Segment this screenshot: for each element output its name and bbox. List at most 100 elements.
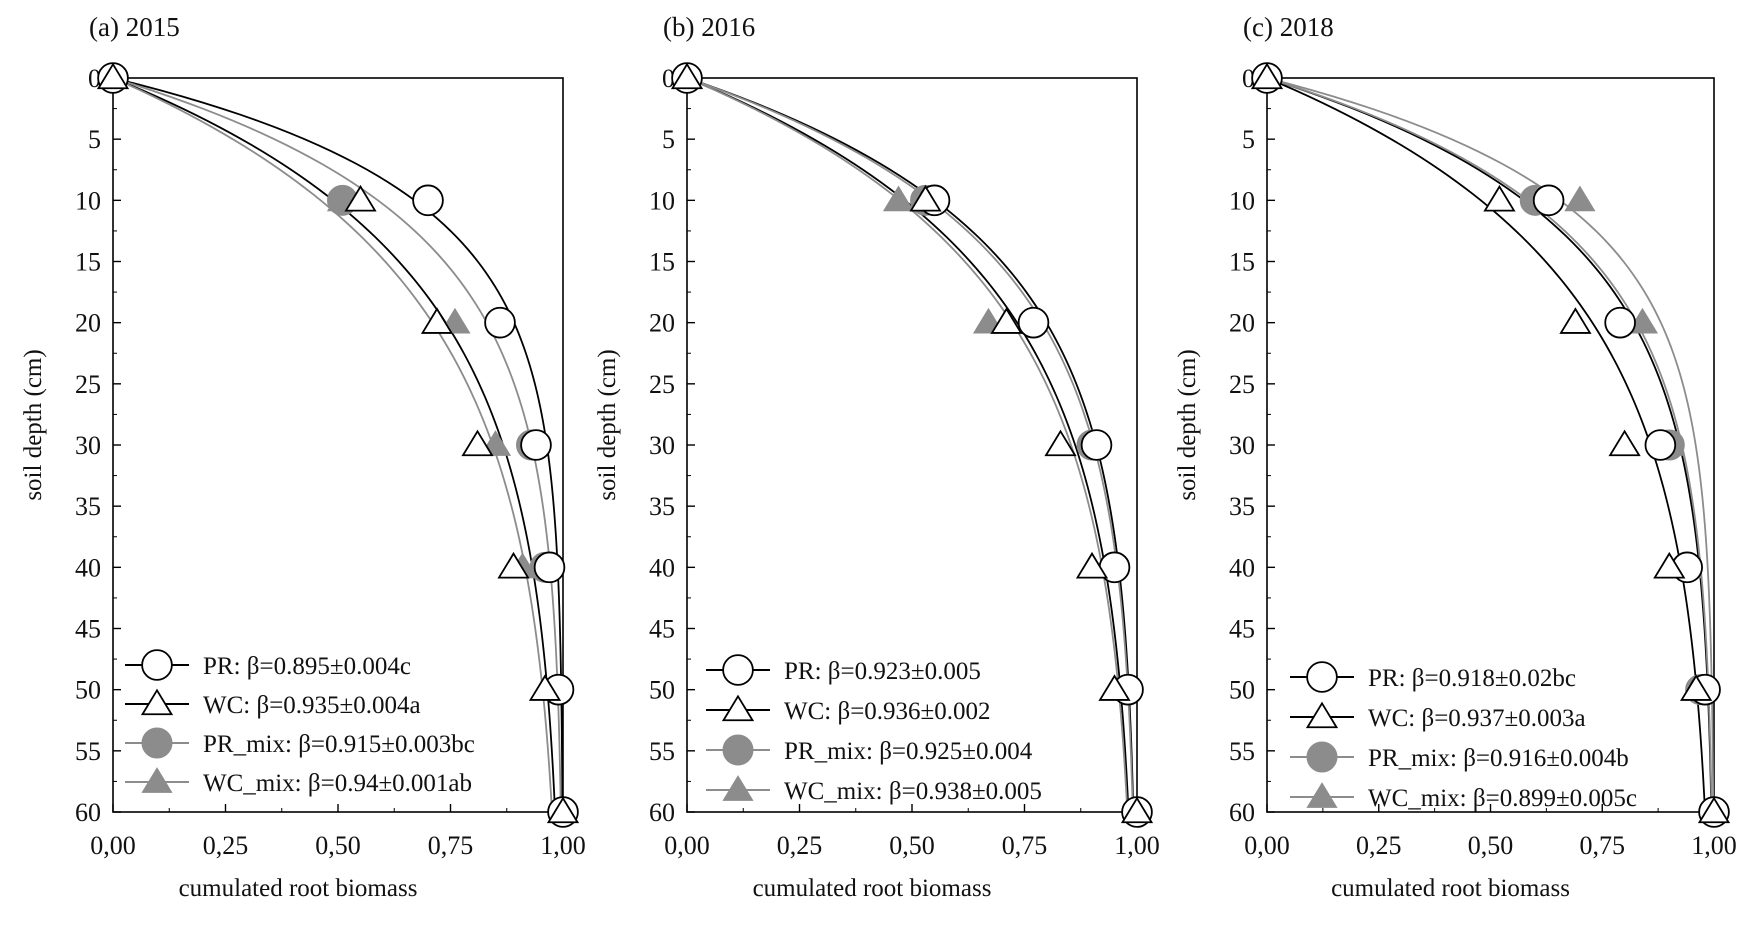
x-tick-label: 1,00 — [540, 831, 586, 860]
y-tick-label: 10 — [649, 186, 675, 215]
marker-wc — [1075, 551, 1109, 579]
legend-entry-wc: WC: β=0.937±0.003a — [1368, 705, 1586, 732]
y-tick-label: 10 — [1229, 186, 1255, 215]
legend-marker — [722, 734, 754, 766]
legend-beta-label: β=0.937±0.003a — [1421, 705, 1585, 732]
legend-entry-wc: WC: β=0.935±0.004a — [203, 692, 421, 719]
panel-title: (c) 2018 — [1243, 12, 1334, 42]
y-tick-label: 40 — [75, 553, 101, 582]
marker-wc — [1680, 674, 1713, 701]
legend-entry-wc: WC: β=0.936±0.002 — [784, 698, 991, 725]
marker-pr — [520, 429, 552, 461]
y-tick-label: 5 — [88, 125, 101, 154]
legend-marker — [1306, 741, 1338, 773]
legend-separator: : — [285, 731, 298, 758]
legend-entry-pr: PR: β=0.923±0.005 — [784, 658, 981, 685]
legend-marker — [722, 654, 754, 686]
chart-panel-3: (c) 2018 0 5 10 15 20 25 30 35 40 45 50 55 60 0,00 0,25… — [1174, 12, 1737, 902]
y-tick-label: 25 — [1229, 370, 1255, 399]
y-tick-label: 25 — [75, 370, 101, 399]
chart-panel-1: (a) 2015 0 5 10 15 20 25 30 35 40 45 50 55 60 0,00 0,25… — [20, 12, 586, 902]
marker-wc — [1483, 184, 1516, 212]
legend-separator: : — [824, 698, 837, 725]
legend-entry-pr: PR: β=0.918±0.02bc — [1368, 665, 1576, 692]
marker-wc — [990, 307, 1023, 334]
y-tick-label: 25 — [649, 370, 675, 399]
y-tick-label: 45 — [75, 615, 101, 644]
legend-entry-wc-mix: WC_mix: β=0.899±0.005c — [1368, 785, 1637, 812]
y-tick-label: 35 — [75, 492, 101, 521]
marker-wc — [1653, 551, 1686, 579]
y-tick-label: 55 — [75, 737, 101, 766]
marker-wc — [497, 551, 530, 579]
series-wc — [96, 62, 580, 824]
x-tick-label: 0,75 — [428, 831, 474, 860]
legend-series-name: PR — [203, 653, 234, 680]
legend-series-name: WC_mix — [203, 770, 295, 797]
y-tick-label: 50 — [75, 676, 101, 705]
legend-entry-pr-mix: PR_mix: β=0.916±0.004b — [1368, 745, 1629, 772]
y-tick-label: 40 — [649, 553, 675, 582]
x-tick-label: 0,25 — [203, 831, 249, 860]
x-tick-label: 1,00 — [1114, 831, 1160, 860]
legend-marker — [141, 767, 173, 793]
legend-series-name: PR_mix — [203, 731, 285, 758]
marker-wc — [670, 62, 704, 90]
marker-wc — [461, 429, 494, 457]
legend-beta-label: β=0.915±0.003bc — [298, 731, 475, 758]
legend-beta-label: β=0.935±0.004a — [256, 692, 420, 719]
x-tick-label: 1,00 — [1691, 831, 1737, 860]
legend: PR: β=0.918±0.02bc WC: β=0.937±0.003a PR_m… — [1290, 661, 1637, 812]
legend-series-name: WC_mix — [784, 778, 876, 805]
y-tick-label: 0 — [88, 64, 101, 93]
y-tick-label: 60 — [1229, 798, 1255, 827]
panel-title: (a) 2015 — [89, 12, 180, 42]
y-tick-label: 30 — [75, 431, 101, 460]
y-tick-label: 35 — [1229, 492, 1255, 521]
marker-wc — [546, 796, 580, 824]
marker-pr — [1532, 184, 1565, 217]
legend-series-name: PR — [1368, 665, 1399, 692]
marker-wc — [1098, 674, 1131, 701]
y-axis-title: soil depth (cm) — [594, 349, 621, 500]
legend-separator: : — [1460, 785, 1473, 812]
marker-pr — [1604, 306, 1636, 339]
legend-beta-label: β=0.94±0.001ab — [308, 770, 472, 797]
legend-separator: : — [243, 692, 256, 719]
y-tick-label: 60 — [649, 798, 675, 827]
y-tick-label: 60 — [75, 798, 101, 827]
marker-pr — [533, 551, 566, 584]
legend-beta-label: β=0.916±0.004b — [1463, 745, 1629, 772]
y-tick-label: 0 — [662, 64, 675, 93]
legend-separator: : — [234, 653, 247, 680]
x-tick-label: 0,00 — [90, 831, 136, 860]
legend-beta-label: β=0.918±0.02bc — [1412, 665, 1576, 692]
legend-beta-label: β=0.936±0.002 — [837, 698, 990, 725]
y-tick-label: 45 — [649, 615, 675, 644]
marker-wc — [344, 184, 377, 212]
x-tick-label: 0,50 — [889, 831, 935, 860]
y-tick-label: 15 — [1229, 248, 1255, 277]
legend-beta-label: β=0.938±0.005 — [889, 778, 1042, 805]
marker-wc — [909, 184, 942, 212]
legend-series-name: WC — [203, 692, 243, 719]
fit-curve-wc — [1266, 77, 1706, 813]
marker-wc — [528, 674, 562, 701]
y-axis-title: soil depth (cm) — [20, 349, 47, 500]
marker-wc — [1608, 429, 1641, 457]
x-tick-label: 0,50 — [1468, 831, 1514, 860]
marker-wc — [420, 307, 454, 334]
x-tick-label: 0,50 — [315, 831, 361, 860]
y-tick-label: 55 — [1229, 737, 1255, 766]
legend-separator: : — [1450, 745, 1463, 772]
y-tick-label: 10 — [75, 186, 101, 215]
y-tick-label: 20 — [75, 309, 101, 338]
legend-entry-pr-mix: PR_mix: β=0.915±0.003bc — [203, 731, 475, 758]
legend-marker — [141, 727, 173, 759]
x-axis-title: cumulated root biomass — [179, 875, 418, 902]
x-tick-label: 0,25 — [777, 831, 823, 860]
legend-series-name: PR_mix — [1368, 745, 1450, 772]
legend-marker — [140, 688, 174, 716]
